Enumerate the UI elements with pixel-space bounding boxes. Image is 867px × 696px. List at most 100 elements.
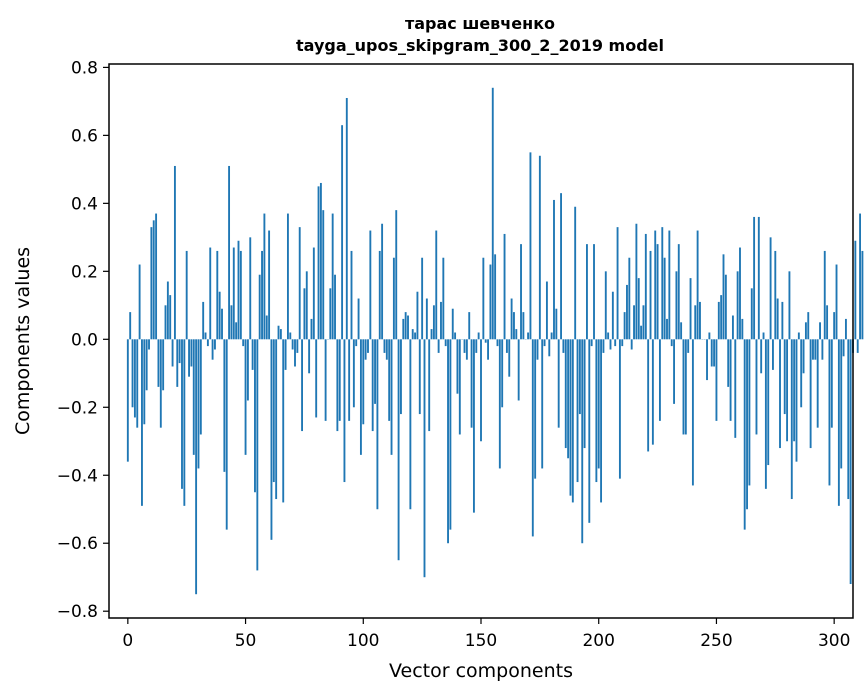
- bar-144: [465, 339, 468, 360]
- bar-104: [371, 339, 374, 432]
- bar-75: [303, 288, 306, 340]
- bar-129: [430, 329, 433, 340]
- bar-81: [317, 186, 320, 340]
- bar-287: [802, 339, 805, 374]
- bar-296: [823, 250, 826, 340]
- bar-168: [522, 312, 525, 340]
- bar-1: [129, 312, 132, 340]
- bar-106: [376, 339, 379, 510]
- bar-150: [480, 339, 482, 442]
- bar-206: [611, 291, 614, 340]
- bar-268: [757, 216, 760, 340]
- bar-186: [564, 339, 567, 449]
- bar-166: [517, 339, 520, 401]
- bar-184: [560, 193, 562, 340]
- bar-276: [776, 298, 779, 340]
- bar-208: [616, 227, 619, 340]
- y-tick-label: −0.6: [57, 534, 98, 554]
- y-tick-label: −0.2: [57, 398, 98, 418]
- bar-100: [362, 339, 365, 425]
- bar-249: [713, 339, 716, 367]
- bar-92: [343, 339, 346, 483]
- bar-29: [195, 339, 198, 595]
- bar-49: [242, 339, 245, 347]
- x-tick-label: 300: [818, 631, 850, 651]
- x-axis-label: Vector components: [389, 660, 573, 682]
- bar-21: [176, 339, 179, 387]
- bar-51: [246, 339, 249, 401]
- bar-77: [308, 339, 311, 374]
- bar-34: [206, 339, 209, 347]
- bar-282: [790, 339, 793, 500]
- bar-15: [162, 339, 165, 391]
- bar-286: [800, 339, 803, 408]
- bar-105: [374, 339, 376, 404]
- bar-89: [336, 339, 339, 432]
- bar-225: [656, 244, 659, 340]
- bar-258: [734, 339, 737, 438]
- bar-210: [621, 339, 624, 347]
- bar-84: [324, 339, 327, 421]
- bar-234: [677, 244, 680, 340]
- bar-223: [651, 339, 654, 445]
- bar-263: [746, 339, 748, 510]
- bar-217: [637, 278, 640, 340]
- bar-112: [390, 339, 393, 455]
- bar-180: [550, 332, 553, 340]
- bar-133: [440, 301, 442, 340]
- bar-114: [395, 210, 398, 340]
- bar-274: [772, 339, 774, 370]
- y-tick-label: 0.0: [71, 330, 98, 350]
- bar-241: [694, 305, 697, 340]
- bar-311: [859, 213, 861, 340]
- bar-231: [670, 339, 673, 347]
- bar-88: [334, 274, 336, 340]
- bar-26: [188, 339, 190, 377]
- bar-17: [166, 281, 169, 340]
- bar-185: [562, 339, 565, 353]
- bar-257: [731, 315, 734, 340]
- bar-54: [254, 339, 256, 493]
- bar-198: [593, 244, 595, 340]
- bar-66: [282, 339, 285, 503]
- bar-125: [421, 257, 424, 340]
- bar-130: [432, 305, 435, 340]
- bar-306: [847, 339, 850, 500]
- y-tick-label: 0.6: [71, 126, 98, 146]
- bar-301: [835, 264, 838, 340]
- bar-254: [724, 274, 727, 340]
- bar-58: [263, 213, 266, 340]
- bar-134: [442, 257, 445, 340]
- bar-285: [797, 332, 800, 340]
- bar-243: [699, 301, 701, 340]
- bar-5: [138, 264, 141, 340]
- bar-280: [786, 339, 789, 442]
- bar-131: [435, 230, 438, 340]
- bar-191: [576, 339, 579, 483]
- x-tick-label: 250: [700, 631, 732, 651]
- bar-93: [345, 97, 348, 340]
- bar-39: [218, 291, 221, 340]
- bar-197: [590, 339, 593, 347]
- bar-182: [555, 308, 558, 340]
- chart-subtitle: tayga_upos_skipgram_300_2_2019 model: [296, 36, 664, 55]
- bar-18: [169, 295, 172, 340]
- bar-161: [505, 339, 508, 353]
- bar-304: [842, 339, 845, 357]
- bar-73: [298, 227, 301, 340]
- bar-28: [192, 339, 195, 455]
- bar-256: [729, 339, 732, 421]
- bar-181: [553, 199, 555, 340]
- bar-312: [861, 250, 864, 340]
- bar-195: [586, 244, 588, 340]
- bar-95: [350, 250, 353, 340]
- bar-253: [722, 254, 725, 340]
- bar-19: [171, 339, 174, 367]
- bar-136: [447, 339, 449, 544]
- bar-188: [569, 339, 572, 496]
- bar-228: [663, 257, 666, 340]
- bar-152: [484, 339, 487, 343]
- bar-20: [173, 165, 176, 340]
- bar-199: [595, 339, 598, 483]
- bar-55: [256, 339, 259, 571]
